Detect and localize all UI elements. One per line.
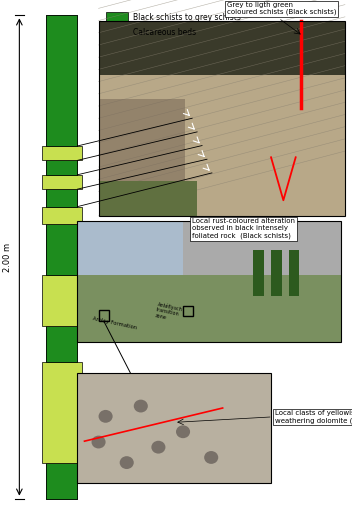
Ellipse shape — [92, 435, 106, 448]
Text: Local clasts of yellowish
weathering dolomite (Aroley Formation): Local clasts of yellowish weathering dol… — [275, 410, 352, 424]
Bar — [46, 160, 77, 175]
Ellipse shape — [176, 426, 190, 438]
Bar — [42, 175, 82, 189]
Bar — [289, 250, 299, 296]
Bar — [46, 326, 77, 362]
Ellipse shape — [151, 440, 165, 453]
Ellipse shape — [120, 456, 134, 469]
Bar — [46, 15, 77, 499]
Bar — [42, 207, 82, 224]
Text: Aroley Formation: Aroley Formation — [92, 316, 137, 330]
Bar — [183, 306, 193, 316]
Bar — [106, 12, 128, 23]
Bar — [99, 75, 345, 216]
Text: Grey to ligth green
coloured schists (Black schists): Grey to ligth green coloured schists (Bl… — [227, 2, 336, 15]
Bar — [42, 362, 82, 463]
Bar — [42, 275, 82, 326]
Bar — [77, 373, 271, 483]
Bar — [99, 310, 109, 321]
Bar — [99, 181, 197, 216]
Bar — [42, 146, 82, 160]
Bar — [99, 21, 345, 75]
Bar — [46, 463, 77, 499]
Ellipse shape — [134, 400, 148, 412]
Bar — [99, 21, 345, 216]
Bar — [106, 27, 128, 39]
Bar — [77, 276, 341, 342]
Text: 2.00 m: 2.00 m — [2, 243, 12, 271]
Bar — [77, 373, 271, 483]
Bar — [253, 250, 264, 296]
Bar — [77, 221, 341, 342]
Text: Local rust-coloured alteration
observed in black intensely
foliated rock  (Black: Local rust-coloured alteration observed … — [192, 218, 295, 239]
Bar — [99, 99, 185, 206]
Bar — [77, 221, 341, 282]
Text: Antéflysch
transition
zone: Antéflysch transition zone — [155, 301, 184, 323]
Bar — [46, 189, 77, 207]
Bar — [183, 221, 341, 305]
Bar — [46, 224, 77, 275]
Bar — [46, 15, 77, 146]
Text: Black schists to grey schists: Black schists to grey schists — [133, 13, 240, 22]
Text: Calcareous beds: Calcareous beds — [133, 28, 196, 38]
Ellipse shape — [99, 410, 113, 423]
Bar — [271, 250, 282, 296]
Ellipse shape — [204, 451, 218, 464]
